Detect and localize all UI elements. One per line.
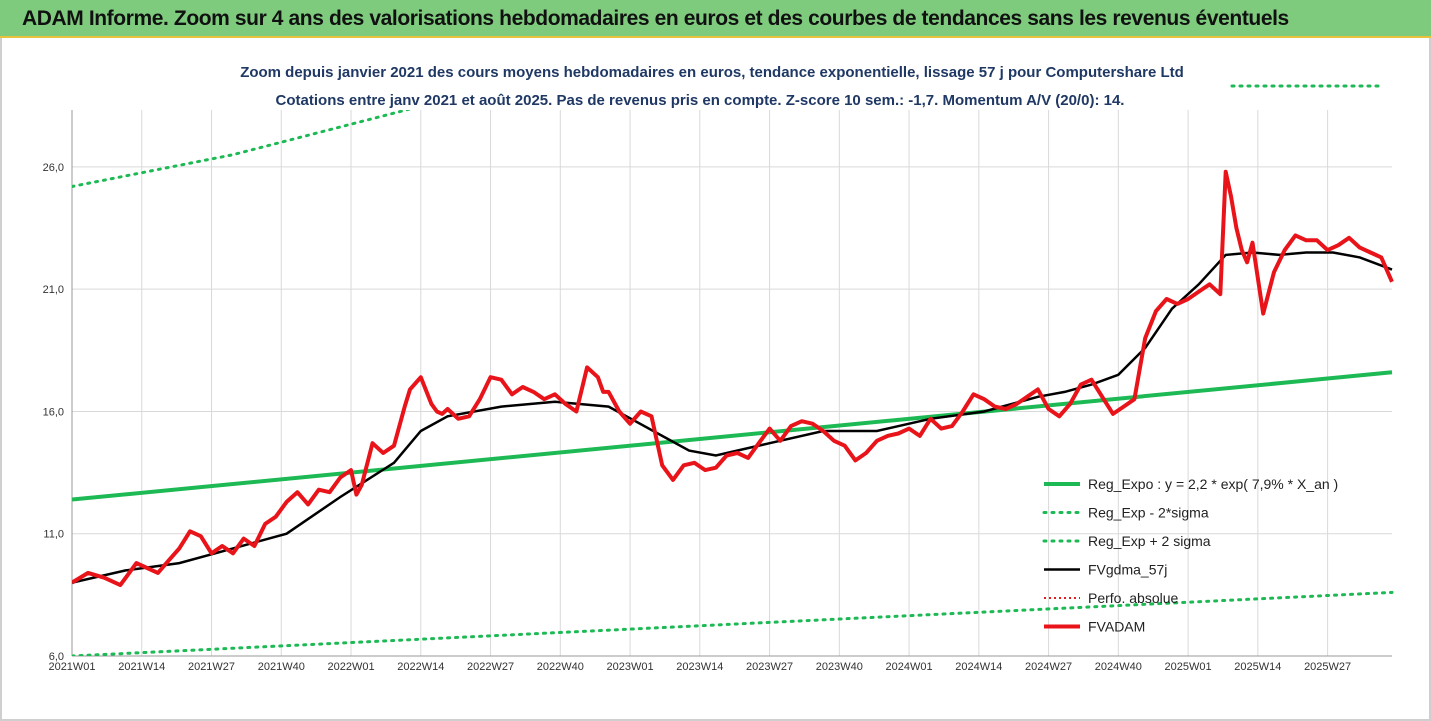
- legend-label-reg_high: Reg_Exp + 2 sigma: [1088, 533, 1211, 549]
- legend-label-fvgdma: FVgdma_57j: [1088, 562, 1167, 578]
- x-tick-label: 2025W01: [1165, 661, 1212, 673]
- series-group: [72, 110, 1394, 656]
- x-tick-label: 2024W40: [1095, 661, 1142, 673]
- x-tick-label: 2024W01: [886, 661, 933, 673]
- y-axis: 6,0 11,0 16,0 21,0 26,0: [43, 110, 73, 663]
- report-banner: ADAM Informe. Zoom sur 4 ans des valoris…: [0, 0, 1431, 38]
- series-line-reg_expo: [72, 370, 1393, 502]
- legend-label-reg_low: Reg_Exp - 2*sigma: [1088, 505, 1209, 521]
- x-tick-label: 2021W27: [188, 661, 235, 673]
- legend: Reg_Expo : y = 2,2 * exp( 7,9% * X_an ) R…: [1042, 476, 1338, 635]
- legend-label-reg_expo: Reg_Expo : y = 2,2 * exp( 7,9% * X_an ): [1088, 476, 1338, 492]
- chart-subtitle: Cotations entre janv 2021 et août 2025. …: [276, 92, 1125, 109]
- series-line-reg_high: [72, 110, 412, 188]
- x-tick-label: 2021W40: [258, 661, 305, 673]
- legend-label-perfo: Perfo. absolue: [1088, 590, 1178, 606]
- x-tick-label: 2021W01: [48, 661, 95, 673]
- chart-title: Zoom depuis janvier 2021 des cours moyen…: [240, 64, 1184, 81]
- x-tick-label: 2022W14: [397, 661, 444, 673]
- y-tick-label: 26,0: [43, 162, 64, 174]
- x-tick-label: 2024W27: [1025, 661, 1072, 673]
- x-tick-label: 2022W01: [327, 661, 374, 673]
- line-chart: Zoom depuis janvier 2021 des cours moyen…: [43, 64, 1394, 673]
- x-tick-label: 2023W01: [607, 661, 654, 673]
- report-title: ADAM Informe. Zoom sur 4 ans des valoris…: [22, 7, 1289, 30]
- y-tick-label: 16,0: [43, 406, 64, 418]
- series-line-fvadam: [72, 169, 1394, 588]
- x-axis: 2021W01 2021W14 2021W27 2021W40 2022W01 2022W…: [48, 655, 1392, 673]
- y-tick-label: 6,0: [49, 651, 64, 663]
- y-tick-label: 21,0: [43, 284, 64, 296]
- x-tick-label: 2022W40: [537, 661, 584, 673]
- gridlines: [71, 110, 1392, 657]
- series-line-reg_low: [72, 590, 1394, 656]
- x-tick-label: 2023W40: [816, 661, 863, 673]
- legend-label-fvadam: FVADAM: [1088, 619, 1145, 635]
- y-tick-label: 11,0: [43, 529, 64, 541]
- x-tick-label: 2024W14: [955, 661, 1002, 673]
- x-tick-label: 2021W14: [118, 661, 165, 673]
- x-tick-label: 2023W14: [676, 661, 723, 673]
- x-tick-label: 2025W14: [1234, 661, 1281, 673]
- x-tick-label: 2022W27: [467, 661, 514, 673]
- x-tick-label: 2025W27: [1304, 661, 1351, 673]
- x-tick-label: 2023W27: [746, 661, 793, 673]
